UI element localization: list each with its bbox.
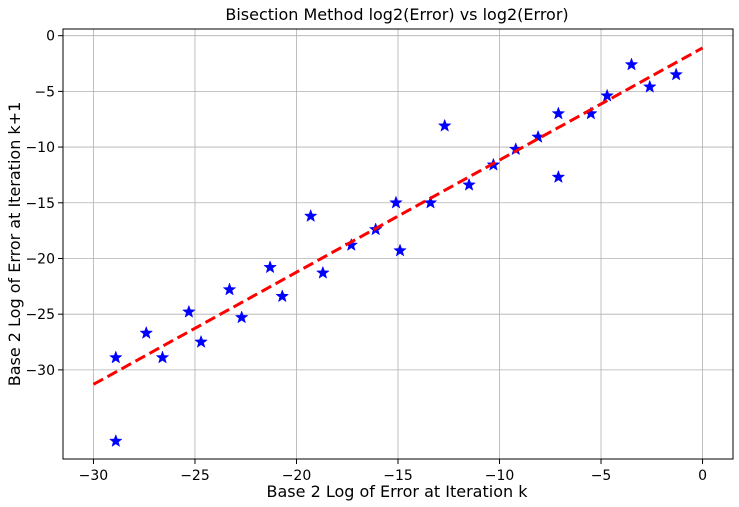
data-point-star (624, 57, 639, 71)
y-axis-ticks: 0 −5 −10 −15 −20 −25 −30 (25, 29, 63, 379)
y-tick-label: −20 (25, 251, 55, 267)
data-point-star (551, 106, 566, 120)
data-point-star (222, 282, 237, 296)
y-tick-label: −25 (25, 307, 55, 323)
series-layer (92, 46, 704, 448)
y-axis-label: Base 2 Log of Error at Iteration k+1 (5, 102, 24, 387)
chart-title: Bisection Method log2(Error) vs log2(Err… (225, 5, 568, 24)
data-point-star (462, 177, 476, 191)
y-tick-label: 0 (46, 29, 55, 45)
data-point-star (389, 195, 403, 209)
data-point-star (263, 260, 277, 274)
y-tick-label: −15 (25, 196, 55, 212)
x-axis-ticks: −30 −25 −20 −15 −10 −5 0 (79, 459, 707, 484)
x-tick-label: 0 (698, 468, 707, 484)
data-point-star (139, 325, 154, 339)
x-tick-label: −5 (591, 468, 612, 484)
data-point-star (155, 350, 170, 364)
x-tick-label: −10 (485, 468, 515, 484)
data-point-star (642, 79, 657, 93)
data-point-star (108, 350, 123, 364)
data-point-star (316, 265, 330, 279)
x-tick-label: −25 (180, 468, 210, 484)
data-point-star (423, 195, 438, 209)
y-tick-label: −30 (25, 363, 55, 379)
x-axis-label: Base 2 Log of Error at Iteration k (267, 482, 529, 501)
data-point-star (303, 208, 318, 222)
data-point-star (275, 289, 290, 303)
data-point-star (600, 88, 614, 102)
data-point-star (437, 118, 452, 132)
data-point-star (234, 310, 249, 324)
y-tick-label: −10 (25, 140, 55, 156)
data-point-star (182, 304, 196, 318)
x-tick-label: −15 (383, 468, 413, 484)
x-tick-label: −30 (79, 468, 109, 484)
data-point-star (108, 433, 123, 448)
fit-line (92, 46, 704, 386)
data-point-star (393, 243, 407, 257)
x-tick-label: −20 (282, 468, 312, 484)
data-point-star (551, 169, 566, 184)
y-tick-label: −5 (34, 84, 55, 100)
data-point-star (669, 67, 684, 81)
data-point-star (194, 334, 208, 348)
gridlines (63, 29, 733, 459)
